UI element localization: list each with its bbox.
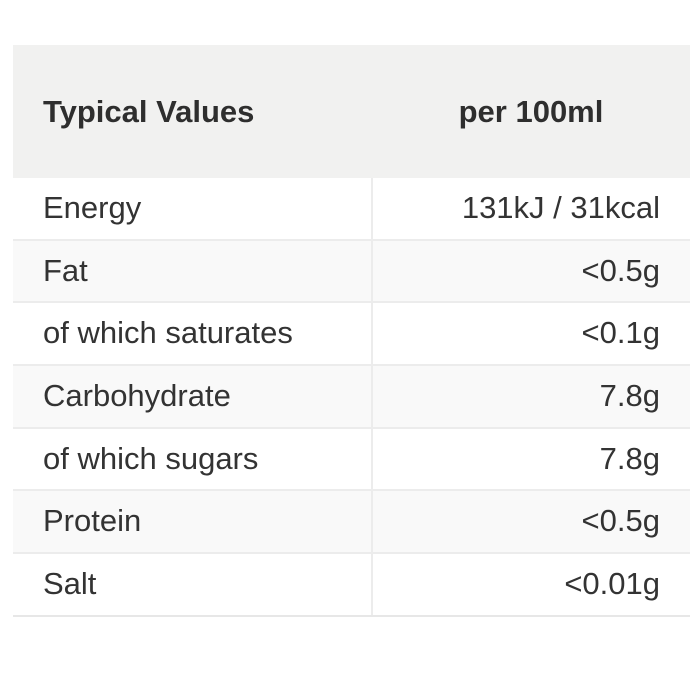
row-value: <0.5g — [371, 489, 690, 554]
row-saturates: of which saturates <0.1g — [13, 301, 690, 366]
row-label: Carbohydrate — [13, 364, 372, 428]
row-energy: Energy 131kJ / 31kcal — [13, 178, 690, 240]
row-carbohydrate: Carbohydrate 7.8g — [13, 364, 690, 428]
column-header-typical-values: Typical Values — [13, 45, 372, 178]
row-label: of which saturates — [13, 301, 372, 366]
row-value: <0.1g — [371, 301, 690, 366]
column-header-per-100ml: per 100ml — [372, 45, 690, 178]
row-salt: Salt <0.01g — [13, 552, 690, 617]
row-sugars: of which sugars 7.8g — [13, 426, 690, 491]
row-fat: Fat <0.5g — [13, 238, 690, 303]
row-label: Protein — [13, 489, 372, 554]
row-label: of which sugars — [13, 426, 372, 491]
row-value: <0.5g — [371, 238, 690, 303]
row-value: <0.01g — [371, 552, 690, 617]
row-value: 7.8g — [371, 364, 690, 428]
row-value: 7.8g — [371, 426, 690, 491]
row-value: 131kJ / 31kcal — [371, 178, 690, 240]
row-label: Salt — [13, 552, 372, 617]
row-label: Energy — [43, 190, 142, 225]
row-protein: Protein <0.5g — [13, 489, 690, 554]
table-header-row: Typical Values per 100ml — [13, 45, 690, 178]
nutrition-table: Typical Values per 100ml Energy 131kJ / … — [13, 45, 690, 617]
row-label: Fat — [13, 238, 372, 303]
